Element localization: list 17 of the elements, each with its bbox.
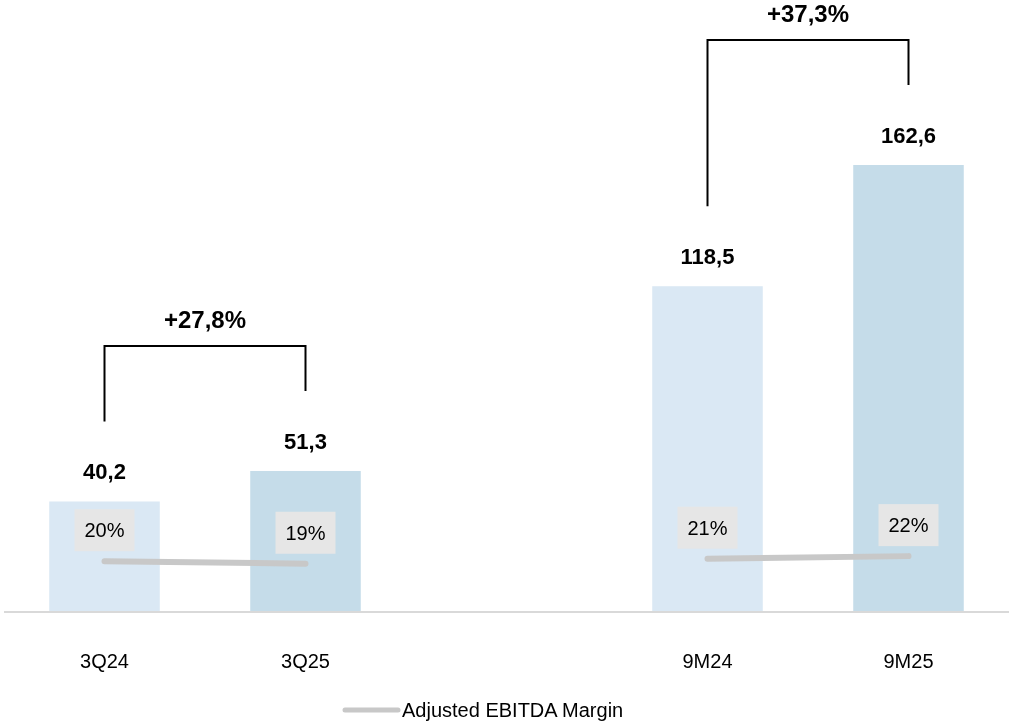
data-label: 51,3 — [284, 428, 327, 454]
data-label: 118,5 — [680, 244, 735, 270]
x-tick-label: 3Q24 — [80, 650, 129, 672]
data-label: 22% — [888, 514, 929, 537]
text: +37,3% — [766, 0, 850, 27]
data-label: 162,6 — [880, 123, 937, 148]
data-label: 40,2 — [83, 459, 126, 485]
data-label: 19% — [285, 521, 326, 544]
legend-label: Adjusted EBITDA Margin — [402, 699, 624, 721]
x-tick-label: 3Q25 — [281, 650, 330, 672]
data-label: 20% — [84, 519, 125, 542]
x-tick-label: 9M24 — [682, 650, 733, 672]
bar — [853, 165, 964, 612]
annotation: +27,8% — [163, 305, 247, 333]
data-label: 21% — [687, 516, 728, 539]
bar — [652, 286, 763, 612]
x-tick-label: 9M25 — [883, 650, 934, 672]
